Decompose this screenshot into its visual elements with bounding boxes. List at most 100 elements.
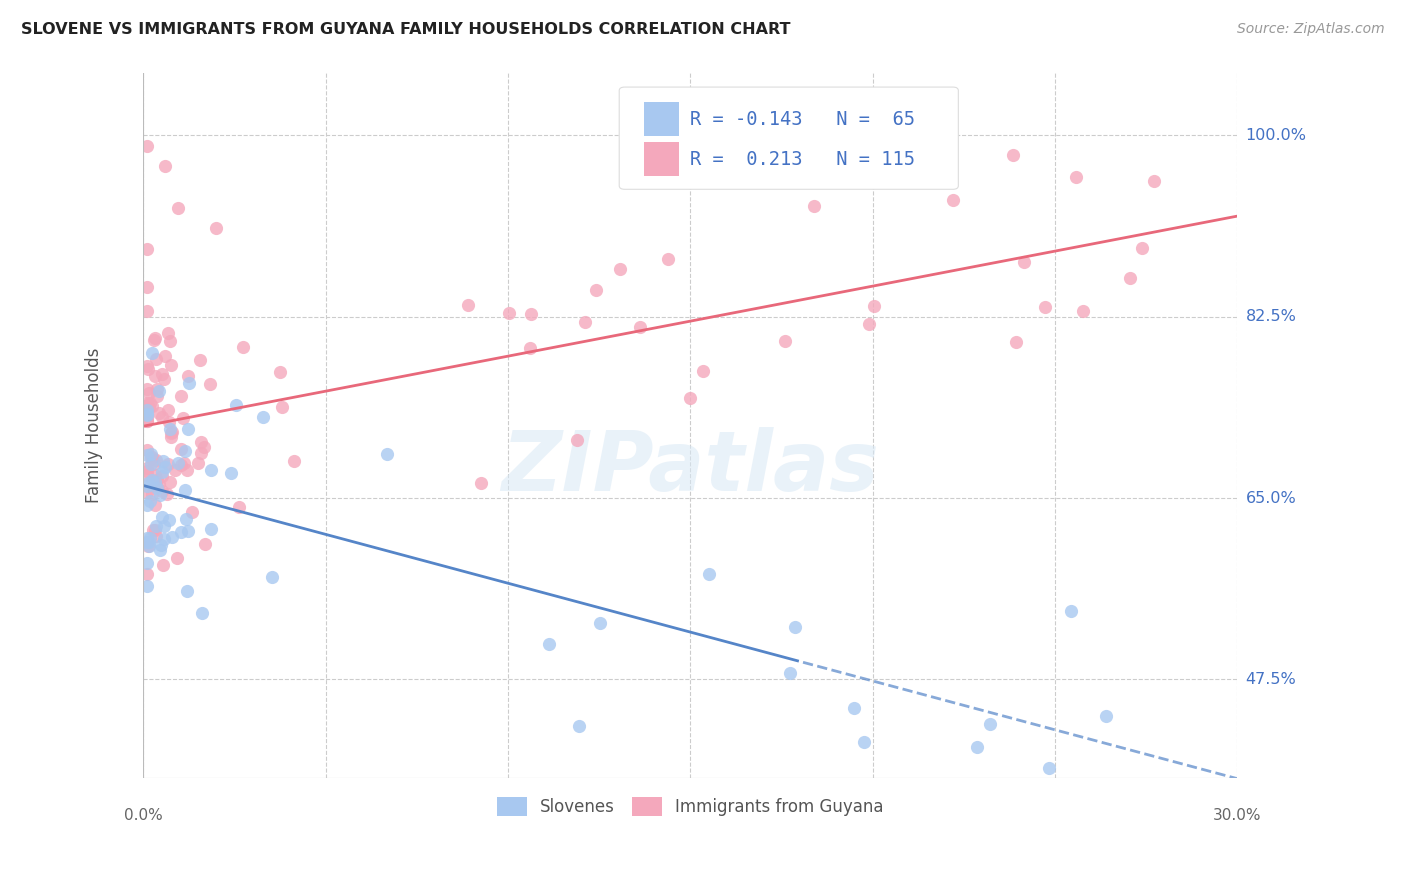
Point [150, 410, 173, 425]
Point [136, 539, 159, 553]
Point [1033, 300, 1056, 314]
Point [779, 665, 801, 680]
Point [136, 407, 159, 421]
Point [146, 474, 169, 488]
Point [177, 369, 200, 384]
Point [679, 391, 702, 405]
Point [252, 410, 274, 425]
Point [153, 533, 176, 547]
Point [966, 739, 988, 754]
Point [519, 341, 541, 355]
Point [585, 283, 607, 297]
Text: Family Households: Family Households [86, 348, 103, 503]
Point [692, 364, 714, 378]
Point [159, 513, 181, 527]
Point [148, 406, 170, 420]
Point [146, 383, 169, 397]
Point [1002, 148, 1025, 162]
Point [153, 519, 176, 533]
Point [143, 498, 166, 512]
Point [200, 377, 222, 392]
Point [145, 452, 167, 467]
Point [159, 475, 181, 490]
Point [136, 361, 159, 376]
Point [149, 538, 172, 552]
Bar [644, 142, 679, 176]
Point [152, 469, 174, 483]
Point [146, 389, 169, 403]
Point [145, 519, 167, 533]
Point [537, 637, 560, 651]
Point [136, 399, 159, 413]
Point [136, 242, 159, 256]
Point [657, 252, 679, 266]
Point [139, 494, 162, 508]
Point [136, 498, 159, 512]
Point [136, 398, 159, 412]
Point [174, 511, 197, 525]
Point [173, 483, 195, 497]
Point [146, 481, 169, 495]
Point [170, 388, 193, 402]
Point [136, 484, 159, 499]
Point [187, 456, 209, 470]
Point [173, 456, 195, 470]
Point [1119, 271, 1142, 285]
Point [136, 411, 159, 425]
Point [457, 298, 479, 312]
Point [136, 449, 159, 463]
Point [159, 334, 181, 348]
Point [260, 570, 283, 584]
Point [156, 457, 179, 471]
Point [1071, 303, 1094, 318]
Point [157, 416, 180, 430]
Point [162, 425, 184, 439]
Text: 0.0%: 0.0% [124, 808, 163, 823]
Point [141, 473, 163, 487]
Point [149, 488, 172, 502]
Text: R =  0.213   N = 115: R = 0.213 N = 115 [690, 150, 915, 169]
Point [136, 579, 159, 593]
Point [143, 369, 166, 384]
Point [153, 372, 176, 386]
Point [143, 331, 166, 345]
Point [628, 320, 651, 334]
Point [1014, 255, 1036, 269]
Point [138, 535, 160, 549]
Point [169, 442, 191, 456]
Point [160, 425, 183, 440]
Point [176, 463, 198, 477]
Text: 65.0%: 65.0% [1246, 491, 1296, 506]
Point [179, 376, 201, 390]
Point [568, 719, 591, 733]
Point [1095, 708, 1118, 723]
FancyBboxPatch shape [619, 87, 959, 189]
Point [697, 566, 720, 581]
Point [145, 478, 167, 492]
Point [136, 468, 159, 483]
Point [136, 359, 159, 373]
Point [153, 349, 176, 363]
Point [138, 531, 160, 545]
Point [141, 400, 163, 414]
Point [143, 523, 166, 537]
Point [149, 543, 172, 558]
Point [200, 522, 222, 536]
Point [167, 456, 190, 470]
Point [232, 341, 254, 355]
Point [852, 734, 875, 748]
Point [783, 620, 806, 634]
Point [225, 398, 247, 412]
Text: 47.5%: 47.5% [1246, 672, 1296, 687]
Point [136, 279, 159, 293]
Point [136, 556, 159, 570]
Point [377, 447, 399, 461]
Point [143, 333, 166, 347]
Point [145, 529, 167, 543]
Point [979, 717, 1001, 731]
Text: 100.0%: 100.0% [1246, 128, 1306, 143]
Point [143, 467, 166, 482]
Point [842, 701, 865, 715]
Point [139, 451, 162, 466]
Point [167, 201, 190, 215]
